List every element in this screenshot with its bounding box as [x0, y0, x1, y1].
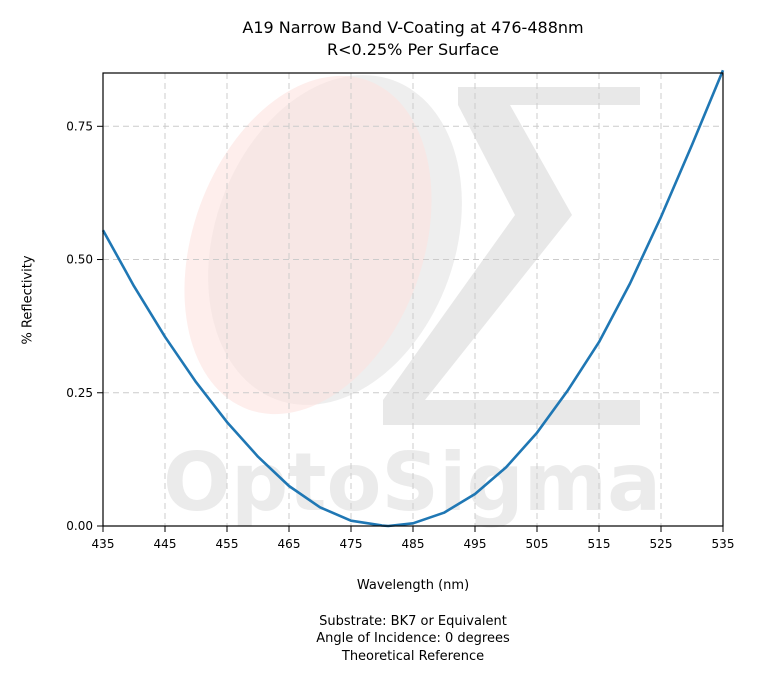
chart-title-line-2: R<0.25% Per Surface [327, 40, 499, 59]
y-tick-label: 0.25 [66, 386, 93, 400]
watermark-ellipse-pink [184, 75, 432, 415]
x-tick-label: 465 [278, 537, 301, 551]
x-tick-label: 535 [712, 537, 735, 551]
grid-layer [103, 73, 723, 526]
watermark-layer: OptoSigma [163, 75, 661, 529]
x-tick-label: 485 [402, 537, 425, 551]
y-axis-label: % Reflectivity [20, 255, 36, 345]
y-tick-label: 0.75 [66, 119, 93, 133]
x-tick-label: 495 [464, 537, 487, 551]
x-tick-label: 525 [650, 537, 673, 551]
x-tick-label: 505 [526, 537, 549, 551]
x-tick-label: 445 [154, 537, 177, 551]
reflectivity-curve [101, 69, 725, 528]
x-tick-label: 515 [588, 537, 611, 551]
series-layer [101, 69, 725, 528]
x-tick-label: 455 [216, 537, 239, 551]
axes-layer: 435 445 455 465 475 485 495 505 515 525 535 0.00 0.2… [66, 72, 735, 551]
x-axis-label: Wavelength (nm) [356, 578, 470, 593]
x-tick-label: 435 [92, 537, 115, 551]
footer-substrate: Substrate: BK7 or Equivalent [319, 614, 507, 629]
footer-reference: Theoretical Reference [341, 649, 485, 664]
sigma-logo-icon [383, 87, 640, 425]
watermark-brand-text: OptoSigma [163, 436, 661, 529]
plot-frame [102, 72, 724, 527]
footer-angle: Angle of Incidence: 0 degrees [316, 631, 510, 646]
y-tick-label: 0.00 [66, 519, 93, 533]
chart-title-line-1: A19 Narrow Band V-Coating at 476-488nm [242, 18, 584, 37]
x-tick-label: 475 [340, 537, 363, 551]
y-tick-label: 0.50 [66, 253, 93, 267]
